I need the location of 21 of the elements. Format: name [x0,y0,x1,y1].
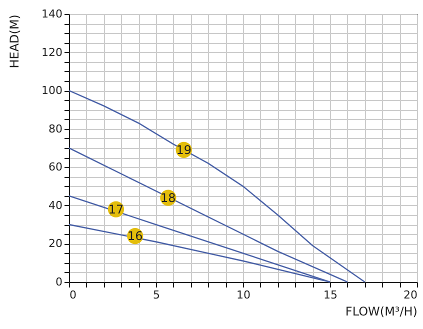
x-tick-label: 5 [153,288,160,302]
y-tick-label: 120 [42,46,62,59]
annotation: 16 [127,229,143,244]
annotation: 18 [160,190,176,205]
x-tick-label: 20 [404,288,418,302]
annotation: 17 [108,202,124,216]
x-tick-label: 10 [236,288,250,302]
y-tick-label: 0 [56,276,62,288]
x-tick-label: 15 [324,288,338,302]
x-tick-label: 0 [70,288,76,302]
y-tick-label: 20 [48,237,62,250]
annotation: 19 [176,142,192,157]
y-tick-label: 60 [48,160,62,174]
line-series [68,147,348,283]
y-tick-label: 40 [48,198,62,212]
y-tick-label: 80 [48,122,62,136]
y-axis-title: HEAD(M) [8,14,22,68]
x-axis-title: FLOW(M³/H) [345,304,418,318]
line-series [68,90,366,283]
y-tick-label: 100 [42,84,62,98]
y-tick-label: 140 [42,8,62,20]
